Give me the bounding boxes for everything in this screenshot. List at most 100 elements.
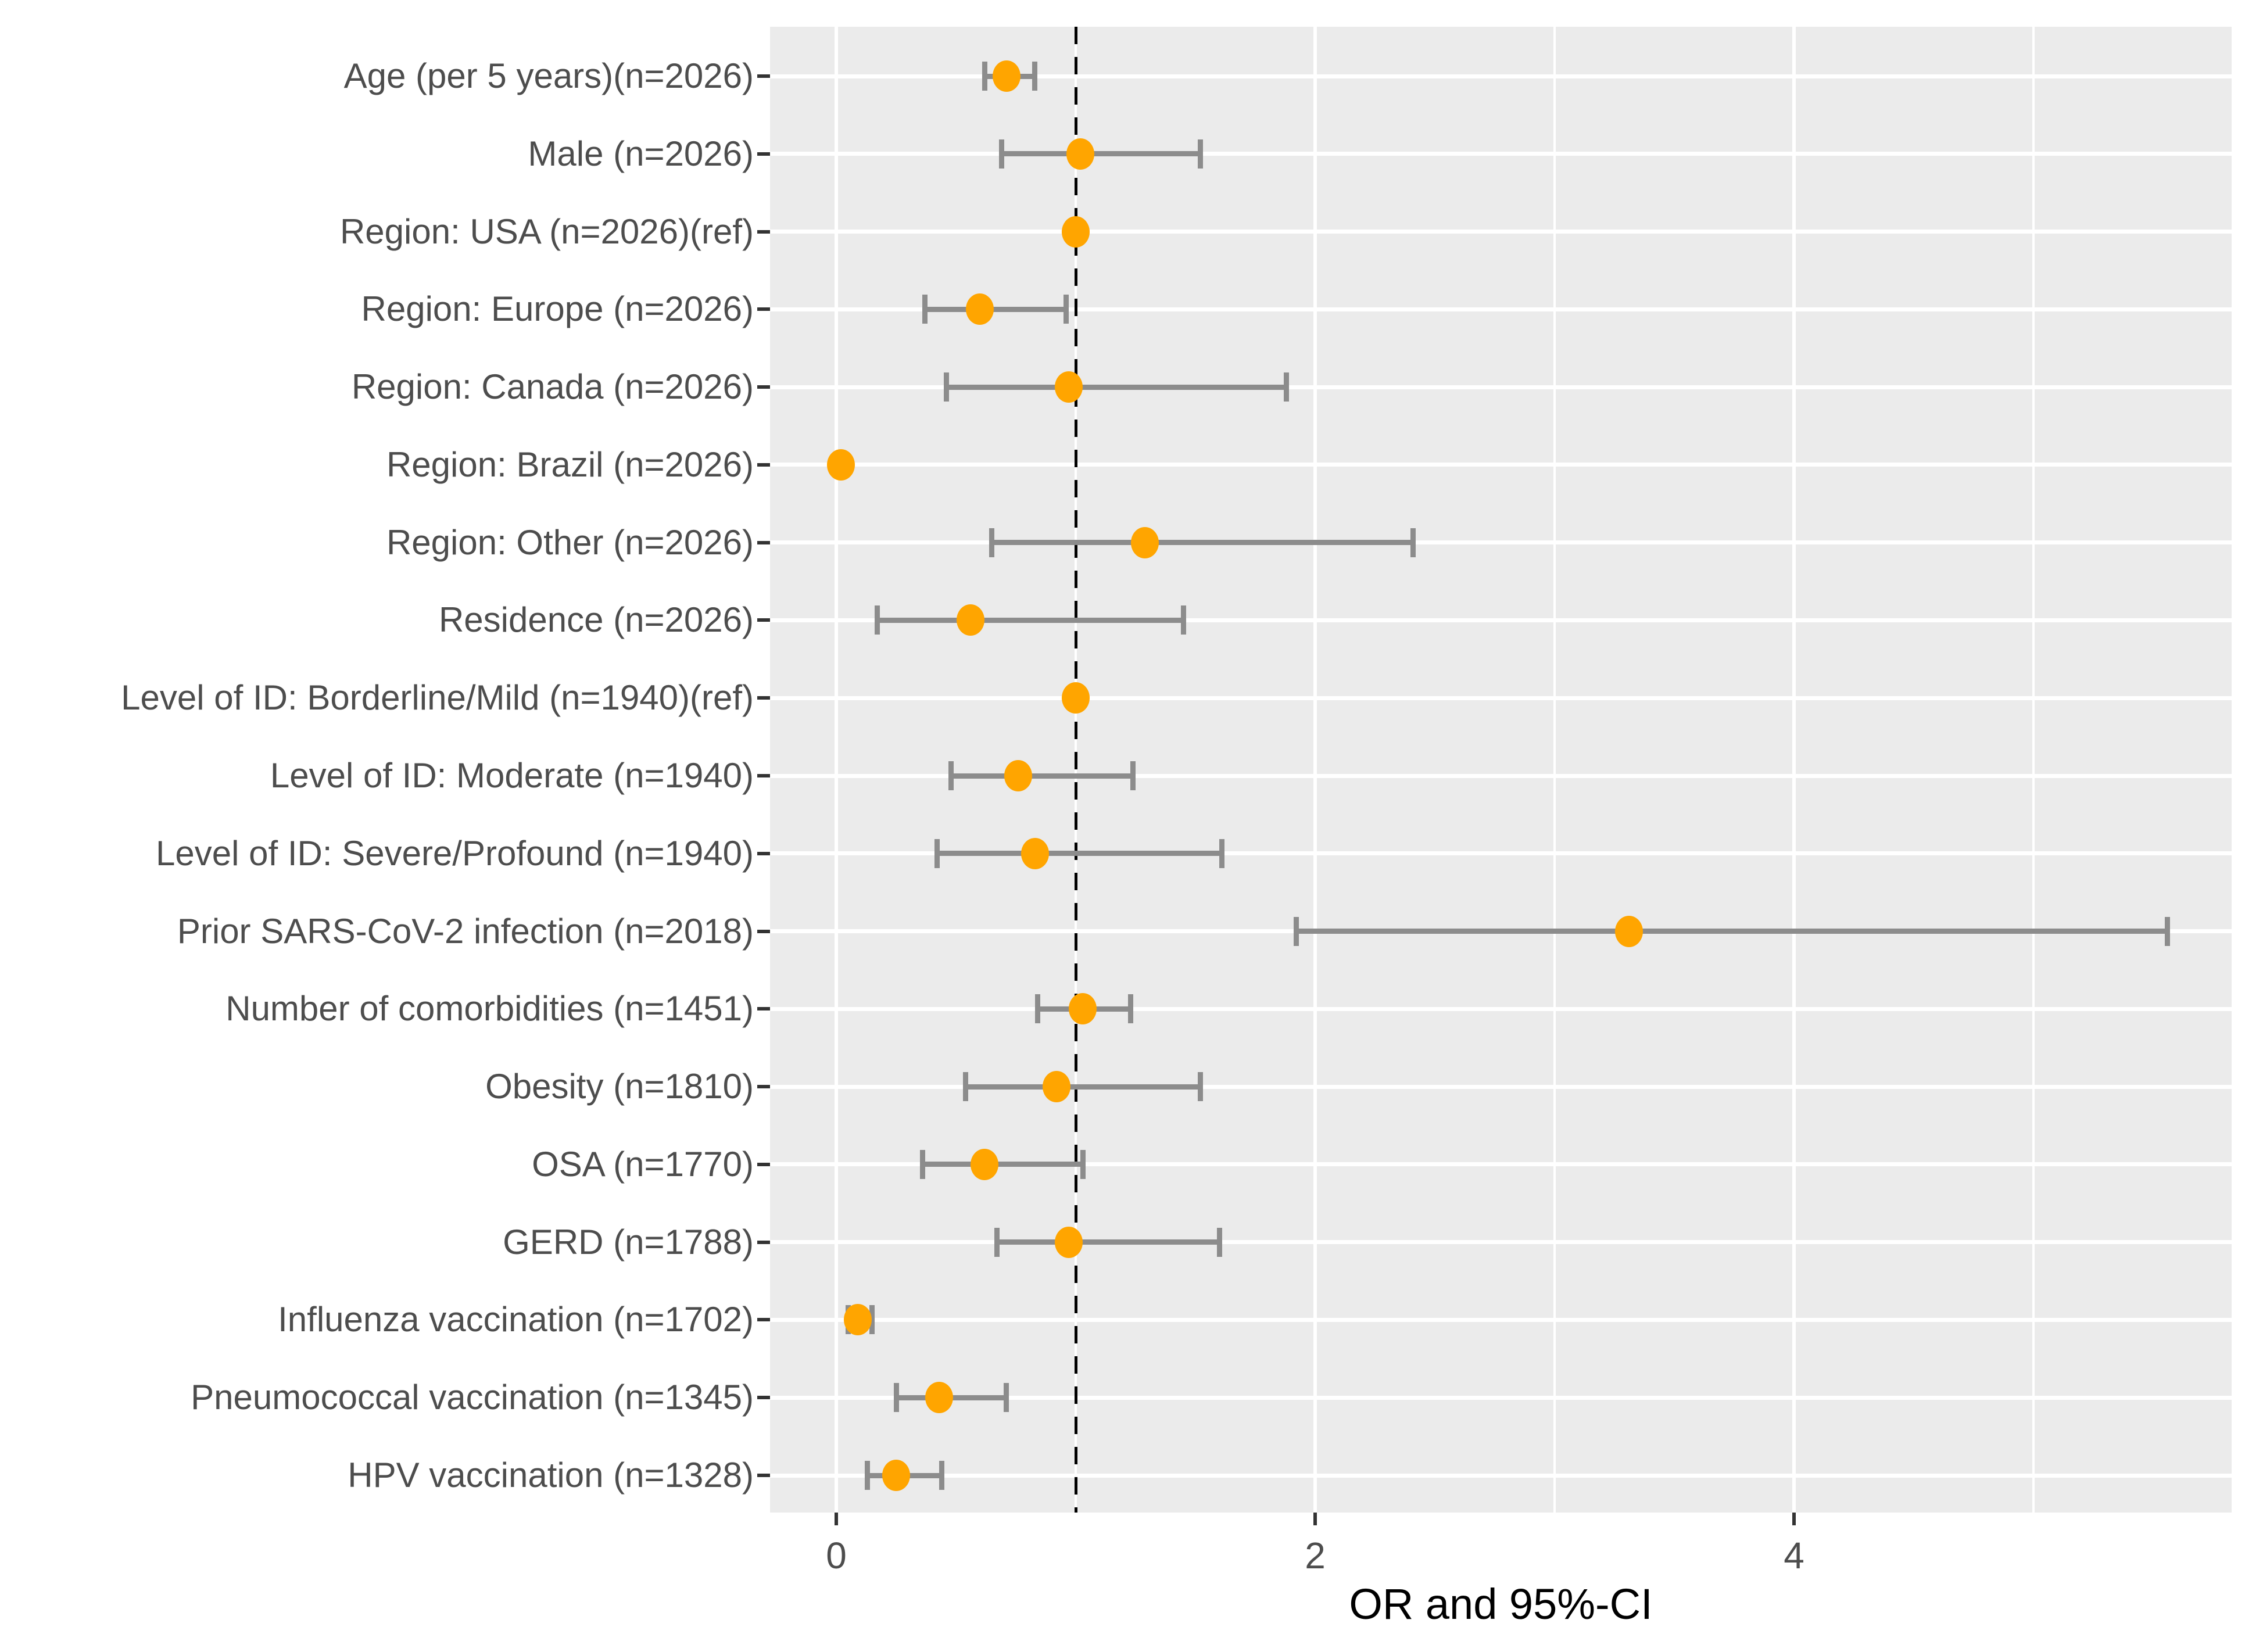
y-axis-category-label: HPV vaccination (n=1328) (348, 1456, 754, 1495)
horizontal-gridline (770, 152, 2232, 156)
error-bar-cap-right (1410, 528, 1416, 557)
error-bar-cap-right (1219, 838, 1224, 868)
y-axis-tick (757, 307, 770, 311)
error-bar (997, 1239, 1220, 1245)
y-axis-category-label: Obesity (n=1810) (485, 1067, 754, 1106)
horizontal-gridline (770, 773, 2232, 778)
error-bar (925, 306, 1066, 312)
y-axis-category-label: Pneumococcal vaccination (n=1345) (191, 1378, 754, 1417)
horizontal-gridline (770, 1084, 2232, 1089)
error-bar-cap-left (1034, 994, 1040, 1024)
point-estimate-dot (1021, 837, 1049, 869)
y-axis-tick (757, 463, 770, 467)
error-bar-cap-left (934, 838, 940, 868)
x-axis-tick (835, 1513, 838, 1525)
y-axis-category-label: Region: Europe (n=2026) (361, 289, 754, 329)
vertical-gridline-major (1313, 27, 1317, 1513)
error-bar-cap-right (1004, 1383, 1009, 1413)
y-axis-category-label: Number of comorbidities (n=1451) (225, 989, 754, 1029)
y-axis-tick (757, 1240, 770, 1244)
horizontal-gridline (770, 851, 2232, 856)
error-bar-cap-right (869, 1305, 875, 1335)
point-estimate-dot (1054, 371, 1083, 403)
point-estimate-dot (992, 60, 1021, 92)
y-axis-tick (757, 774, 770, 778)
horizontal-gridline (770, 1395, 2232, 1400)
horizontal-gridline (770, 696, 2232, 700)
error-bar-cap-left (865, 1461, 871, 1490)
y-axis-category-label: Prior SARS-CoV-2 infection (n=2018) (177, 911, 754, 951)
y-axis-category-label: Male (n=2026) (528, 134, 754, 173)
point-estimate-dot (1054, 1226, 1083, 1258)
point-estimate-dot (1062, 682, 1090, 714)
y-axis-category-label: Level of ID: Borderline/Mild (n=1940)(re… (121, 678, 754, 718)
y-axis-tick (757, 1085, 770, 1089)
error-bar-cap-left (982, 62, 987, 91)
horizontal-gridline (770, 385, 2232, 389)
error-bar-cap-right (1284, 372, 1290, 402)
error-bar-cap-left (1293, 916, 1299, 946)
point-estimate-dot (1043, 1071, 1071, 1103)
x-axis-tick (1313, 1513, 1317, 1525)
y-axis-category-label: GERD (n=1788) (503, 1222, 754, 1262)
error-bar-cap-left (948, 761, 954, 791)
y-axis-tick (757, 1162, 770, 1166)
horizontal-gridline (770, 1473, 2232, 1478)
error-bar-cap-right (1197, 1072, 1203, 1102)
error-bar (1296, 929, 2168, 934)
x-axis-tick (1792, 1513, 1796, 1525)
y-axis-tick (757, 1474, 770, 1478)
error-bar-cap-right (2165, 916, 2171, 946)
x-axis-tick-label: 4 (1784, 1535, 1804, 1576)
y-axis-tick (757, 618, 770, 622)
point-estimate-dot (925, 1382, 954, 1414)
y-axis-category-label: Region: Other (n=2026) (386, 522, 754, 562)
horizontal-gridline (770, 1006, 2232, 1011)
error-bar (937, 851, 1222, 857)
y-axis-tick (757, 385, 770, 389)
point-estimate-dot (1614, 915, 1643, 947)
vertical-gridline-minor (1553, 27, 1556, 1513)
vertical-gridline-major (1792, 27, 1796, 1513)
error-bar-cap-right (1128, 994, 1134, 1024)
error-bar (1001, 151, 1201, 157)
y-axis-tick (757, 152, 770, 156)
point-estimate-dot (1066, 138, 1095, 170)
y-axis-tick (757, 1396, 770, 1400)
y-axis-category-label: Age (per 5 years)(n=2026) (343, 56, 754, 95)
point-estimate-dot (1004, 760, 1033, 792)
y-axis-category-label: Level of ID: Moderate (n=1940) (270, 756, 754, 795)
error-bar-cap-right (1064, 295, 1069, 324)
error-bar-cap-left (893, 1383, 899, 1413)
error-bar (951, 773, 1133, 779)
y-axis-tick (757, 540, 770, 544)
error-bar-cap-right (1130, 761, 1136, 791)
y-axis-category-label: OSA (n=1770) (532, 1144, 754, 1184)
reference-line (1074, 27, 1077, 1513)
x-axis-tick-label: 2 (1305, 1535, 1326, 1576)
y-axis-category-label: Region: Canada (n=2026) (351, 367, 754, 407)
y-axis-category-label: Region: USA (n=2026)(ref) (339, 212, 754, 251)
point-estimate-dot (1131, 526, 1159, 558)
x-axis-title: OR and 95%-CI (1349, 1580, 1653, 1628)
error-bar-cap-left (874, 605, 880, 635)
error-bar-cap-left (962, 1072, 968, 1102)
vertical-gridline-minor (2032, 27, 2035, 1513)
y-axis-tick (757, 696, 770, 700)
error-bar-cap-left (919, 1149, 925, 1179)
error-bar-cap-left (998, 139, 1004, 169)
horizontal-gridline (770, 74, 2232, 78)
error-bar (922, 1162, 1083, 1167)
point-estimate-dot (956, 604, 984, 636)
error-bar-cap-left (989, 528, 995, 557)
error-bar-cap-right (1032, 62, 1038, 91)
horizontal-gridline (770, 307, 2232, 311)
error-bar-cap-left (994, 1227, 1000, 1257)
x-axis-tick-label: 0 (826, 1535, 847, 1576)
error-bar-cap-right (1080, 1149, 1086, 1179)
point-estimate-dot (882, 1460, 910, 1492)
horizontal-gridline (770, 540, 2232, 545)
y-axis-tick (757, 1007, 770, 1011)
point-estimate-dot (827, 449, 855, 481)
